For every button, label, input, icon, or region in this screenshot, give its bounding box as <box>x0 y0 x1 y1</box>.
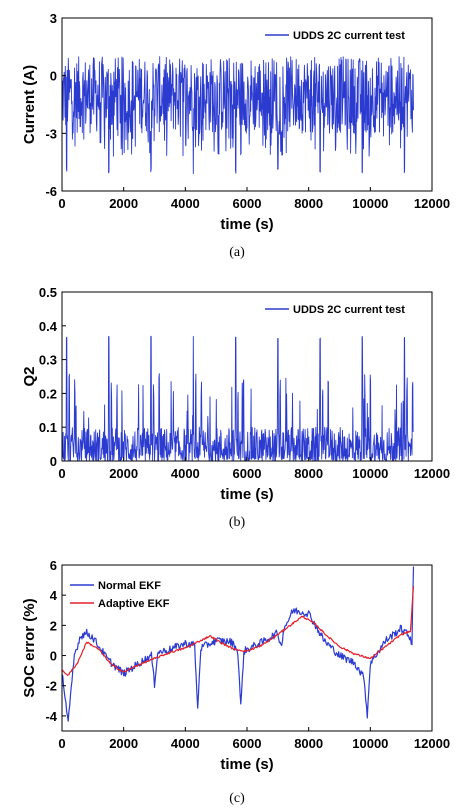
x-tick-label: 0 <box>58 736 65 751</box>
y-tick-label: 0 <box>50 69 57 84</box>
x-tick-label: 4000 <box>171 736 200 751</box>
x-tick-label: 8000 <box>294 196 323 211</box>
legend: UDDS 2C current test <box>265 304 405 316</box>
y-tick-label: -4 <box>45 709 57 724</box>
x-tick-label: 8000 <box>294 736 323 751</box>
legend: Normal EKF Adaptive EKF <box>70 580 170 610</box>
series-line-normal-ekf <box>62 566 415 722</box>
x-tick-label: 2000 <box>109 196 138 211</box>
chart-a: 0 2000 4000 6000 8000 10000 12000 -6 -3 0 3 time (s… <box>21 11 450 260</box>
x-tick-label: 4000 <box>171 196 200 211</box>
x-tick-label: 12000 <box>414 466 450 481</box>
x-tick-label: 2000 <box>109 466 138 481</box>
y-axis-label: Current (A) <box>21 65 38 144</box>
x-tick-label: 10000 <box>352 466 388 481</box>
series-line-udds-2c-current-test <box>62 56 414 175</box>
series-line-udds-2c-current-test <box>62 335 414 461</box>
y-tick-label: 2 <box>50 618 57 633</box>
figure-caption: (a) <box>229 245 245 260</box>
y-tick-label: -2 <box>45 679 57 694</box>
y-tick-label: 0.1 <box>39 420 57 435</box>
chart-c: 0 2000 4000 6000 8000 10000 12000 -4 -2 0 2 4 6 time … <box>21 558 450 806</box>
x-tick-label: 0 <box>58 196 65 211</box>
y-tick-label: 0.3 <box>39 353 57 368</box>
y-tick-label: 0.4 <box>39 319 58 334</box>
legend: UDDS 2C current test <box>265 30 405 42</box>
y-tick-label: 0.2 <box>39 386 57 401</box>
legend-label: Adaptive EKF <box>98 598 170 610</box>
y-tick-label: -6 <box>45 184 57 199</box>
x-tick-label: 2000 <box>109 736 138 751</box>
x-tick-label: 10000 <box>352 196 388 211</box>
y-axis-label: SOC error (%) <box>21 598 38 697</box>
y-tick-label: 0 <box>50 649 57 664</box>
figure-caption: (b) <box>229 515 246 530</box>
y-tick-label: 6 <box>50 558 57 573</box>
legend-label: Normal EKF <box>98 580 161 592</box>
figure-caption: (c) <box>229 791 245 806</box>
x-tick-label: 12000 <box>414 736 450 751</box>
x-tick-label: 6000 <box>233 466 262 481</box>
series-line-adaptive-ekf <box>62 586 415 676</box>
legend-label: UDDS 2C current test <box>293 30 405 42</box>
x-tick-label: 8000 <box>294 466 323 481</box>
x-tick-label: 0 <box>58 466 65 481</box>
legend-label: UDDS 2C current test <box>293 304 405 316</box>
x-axis-label: time (s) <box>220 216 273 233</box>
x-axis-label: time (s) <box>220 756 273 773</box>
x-tick-label: 10000 <box>352 736 388 751</box>
y-tick-label: 0 <box>50 454 57 469</box>
x-tick-label: 6000 <box>233 736 262 751</box>
chart-b: 0 2000 4000 6000 8000 10000 12000 0 0.1 0.2 0.3 0.4… <box>21 285 450 530</box>
y-tick-label: 0.5 <box>39 285 57 300</box>
x-axis-label: time (s) <box>220 486 273 503</box>
y-tick-label: -3 <box>45 126 57 141</box>
y-tick-label: 4 <box>50 588 58 603</box>
x-tick-label: 6000 <box>233 196 262 211</box>
x-tick-label: 12000 <box>414 196 450 211</box>
y-axis-label: Q2 <box>21 366 38 386</box>
y-tick-label: 3 <box>50 11 57 26</box>
x-tick-label: 4000 <box>171 466 200 481</box>
